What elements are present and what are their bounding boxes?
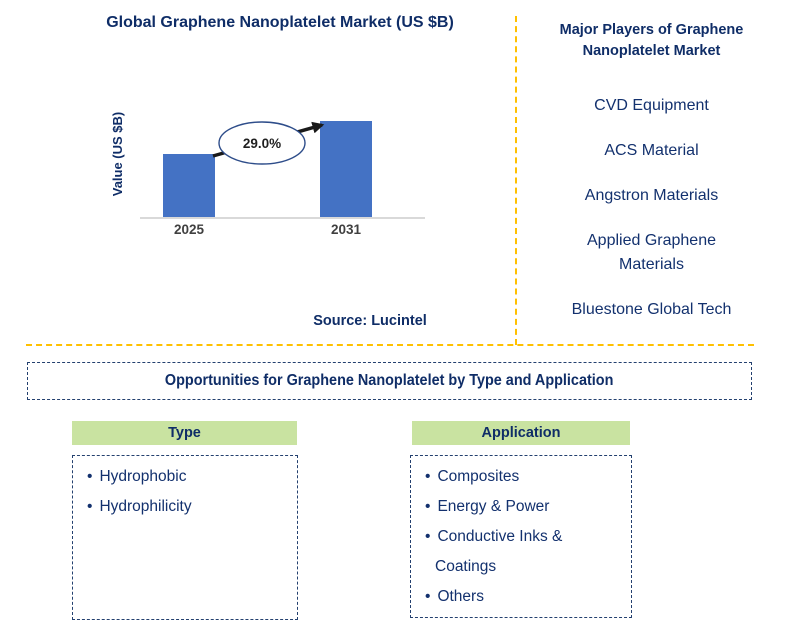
player-item: Applied Graphene Materials [587,232,716,273]
application-list: CompositesEnergy & PowerConductive Inks … [419,462,625,612]
vertical-divider [515,16,517,345]
application-item: Conductive Inks & Coatings [419,522,625,582]
application-item: Others [419,582,625,612]
type-item: Hydrophilicity [81,492,291,522]
application-item: Energy & Power [419,492,625,522]
x-tick-label-2031: 2031 [330,222,362,237]
chart-title: Global Graphene Nanoplatelet Market (US … [106,14,454,31]
application-item: Composites [419,462,625,492]
type-item: Hydrophobic [81,462,291,492]
players-list: CVD Equipment ACS Material Angstron Materi… [520,94,783,343]
application-section-header: Application [412,421,630,445]
growth-rate-label: 29.0% [243,136,281,151]
horizontal-divider [26,344,754,346]
y-axis-label: Value (US $B) [110,111,125,197]
x-tick-label-2025: 2025 [173,222,205,237]
players-panel-title: Major Players of Graphene Nanoplatelet M… [520,20,783,62]
player-item: Angstron Materials [584,187,719,204]
player-item: CVD Equipment [594,97,709,114]
application-list-box: CompositesEnergy & PowerConductive Inks … [410,455,632,618]
opportunities-title: Opportunities for Graphene Nanoplatelet … [165,372,614,389]
source-attribution: Source: Lucintel [313,313,427,329]
type-list-box: HydrophobicHydrophilicity [72,455,298,620]
player-item: ACS Material [604,142,699,159]
bar-2031 [320,121,372,217]
opportunities-banner: Opportunities for Graphene Nanoplatelet … [27,362,752,400]
growth-annotation: 29.0% [212,121,325,165]
type-list: HydrophobicHydrophilicity [81,462,291,522]
players-panel-title-text: Major Players of Graphene Nanoplatelet M… [559,22,744,59]
bar-chart-plot-area [140,100,425,219]
player-item: Bluestone Global Tech [571,301,732,318]
type-section-header: Type [72,421,297,445]
bar-2025 [163,154,215,217]
growth-ellipse [218,121,306,165]
x-axis-line [140,217,425,219]
